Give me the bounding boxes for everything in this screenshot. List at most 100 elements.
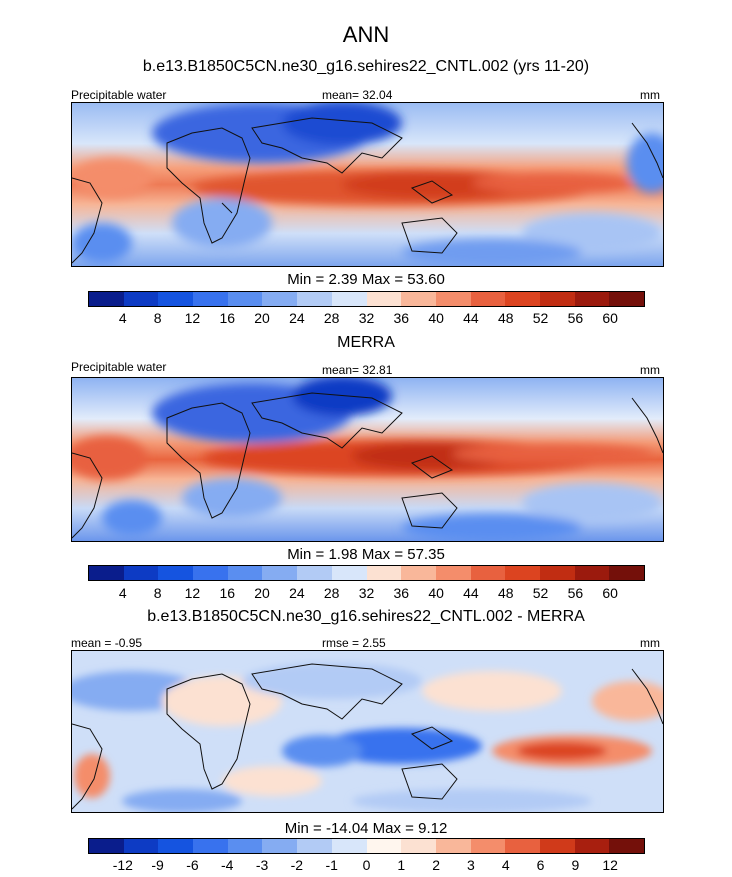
colorbar-tick-label: 32: [358, 310, 375, 326]
colorbar-tick-label: 3: [467, 857, 475, 873]
panel2-variable-label: Precipitable water: [71, 360, 167, 374]
colorbar-swatch: [435, 566, 471, 580]
colorbar-tick-label: -12: [112, 857, 133, 873]
panel1-minmax: Min = 2.39 Max = 53.60: [287, 271, 445, 288]
colorbar-swatch: [401, 292, 436, 306]
colorbar-tick-label: 28: [323, 585, 340, 601]
colorbar-tick-label: 12: [184, 585, 201, 601]
colorbar-tick-label: -6: [186, 857, 199, 873]
colorbar-swatch: [401, 566, 436, 580]
panel3-title: b.e13.B1850C5CN.ne30_g16.sehires22_CNTL.…: [147, 608, 585, 625]
colorbar-swatch: [505, 839, 540, 853]
colorbar-tick-label: 44: [463, 310, 479, 326]
colorbar-swatch: [262, 292, 298, 306]
colorbar-tick-label: 16: [219, 310, 236, 326]
colorbar-tick-label: 4: [118, 585, 127, 601]
panel3-colorbar: [88, 838, 645, 854]
colorbar-swatch: [123, 839, 159, 853]
colorbar-swatch: [331, 839, 367, 853]
panel2-title: MERRA: [337, 334, 395, 351]
colorbar-tick-label: 16: [219, 585, 236, 601]
colorbar-swatch: [366, 292, 402, 306]
colorbar-tick-label: 2: [432, 857, 441, 873]
panel2-map-svg: [72, 378, 663, 541]
colorbar-tick-label: 24: [289, 310, 305, 326]
colorbar-tick-label: 40: [428, 585, 444, 601]
panel3-map: [71, 650, 664, 813]
colorbar-swatch: [158, 566, 194, 580]
panel3-minmax: Min = -14.04 Max = 9.12: [284, 820, 448, 837]
colorbar-swatch: [193, 839, 228, 853]
colorbar-swatch: [123, 566, 159, 580]
colorbar-swatch: [331, 292, 367, 306]
colorbar-tick-label: -9: [151, 857, 164, 873]
colorbar-swatch: [470, 566, 506, 580]
colorbar-tick-label: 1: [397, 857, 406, 873]
panel2-mean-label: mean= 32.81: [322, 363, 393, 377]
colorbar-tick-label: 36: [393, 585, 410, 601]
colorbar-swatch: [366, 566, 402, 580]
colorbar-tick-label: 9: [571, 857, 580, 873]
panel3-colorbar-ticks: -12 -9 -6 -4 -3 -2 -1 0 1 2 3 4 6 9 12: [88, 857, 645, 875]
colorbar-tick-label: 4: [118, 310, 127, 326]
colorbar-tick-label: 20: [254, 585, 270, 601]
colorbar-swatch: [227, 566, 263, 580]
colorbar-swatch: [123, 292, 159, 306]
panel1-colorbar: [88, 291, 645, 307]
colorbar-swatch: [297, 292, 332, 306]
colorbar-swatch: [262, 839, 298, 853]
colorbar-swatch: [435, 839, 471, 853]
colorbar-swatch: [158, 292, 194, 306]
colorbar-tick-label: 56: [567, 585, 584, 601]
colorbar-tick-label: 60: [602, 585, 618, 601]
colorbar-tick-label: 0: [362, 857, 371, 873]
colorbar-swatch: [193, 292, 228, 306]
colorbar-tick-label: 40: [428, 310, 444, 326]
panel2-units-label: mm: [640, 363, 660, 377]
colorbar-swatch: [539, 839, 575, 853]
colorbar-swatch: [505, 566, 540, 580]
panel3-map-svg: [72, 651, 663, 812]
colorbar-tick-label: 28: [323, 310, 340, 326]
panel1-variable-label: Precipitable water: [71, 88, 167, 102]
colorbar-tick-label: 36: [393, 310, 410, 326]
panel1-colorbar-ticks: 4 8 12 16 20 24 28 32 36 40 44 48 52 56 60: [88, 310, 645, 328]
figure-title: ANN: [342, 22, 390, 47]
colorbar-tick-label: -1: [325, 857, 338, 873]
colorbar-swatch: [262, 566, 298, 580]
colorbar-swatch: [574, 566, 610, 580]
colorbar-tick-label: 56: [567, 310, 584, 326]
colorbar-swatch: [227, 292, 263, 306]
colorbar-swatch: [158, 839, 194, 853]
colorbar-tick-label: 20: [254, 310, 270, 326]
colorbar-swatch: [89, 839, 124, 853]
colorbar-swatch: [297, 839, 332, 853]
colorbar-tick-label: 44: [463, 585, 479, 601]
colorbar-tick-label: 12: [602, 857, 618, 873]
colorbar-swatch: [193, 566, 228, 580]
panel3-coastlines: [72, 663, 663, 810]
colorbar-swatch: [470, 292, 506, 306]
panel1-map-svg: [72, 103, 663, 266]
colorbar-tick-label: -2: [290, 857, 304, 873]
colorbar-swatch: [609, 839, 644, 853]
colorbar-tick-label: -4: [221, 857, 234, 873]
colorbar-swatch: [539, 292, 575, 306]
colorbar-tick-label: 4: [501, 857, 510, 873]
colorbar-swatch: [401, 839, 436, 853]
colorbar-swatch: [574, 292, 610, 306]
colorbar-tick-label: 12: [184, 310, 201, 326]
panel2-colorbar: [88, 565, 645, 581]
colorbar-swatch: [574, 839, 610, 853]
colorbar-swatch: [89, 292, 124, 306]
colorbar-swatch: [609, 566, 644, 580]
colorbar-tick-label: 48: [497, 585, 514, 601]
colorbar-swatch: [435, 292, 471, 306]
panel1-coastlines: [72, 117, 663, 264]
colorbar-swatch: [366, 839, 402, 853]
panel1-mean-label: mean= 32.04: [322, 88, 393, 102]
colorbar-swatch: [539, 566, 575, 580]
panel1-units-label: mm: [640, 88, 660, 102]
panel2-minmax: Min = 1.98 Max = 57.35: [287, 546, 445, 563]
colorbar-swatch: [609, 292, 644, 306]
